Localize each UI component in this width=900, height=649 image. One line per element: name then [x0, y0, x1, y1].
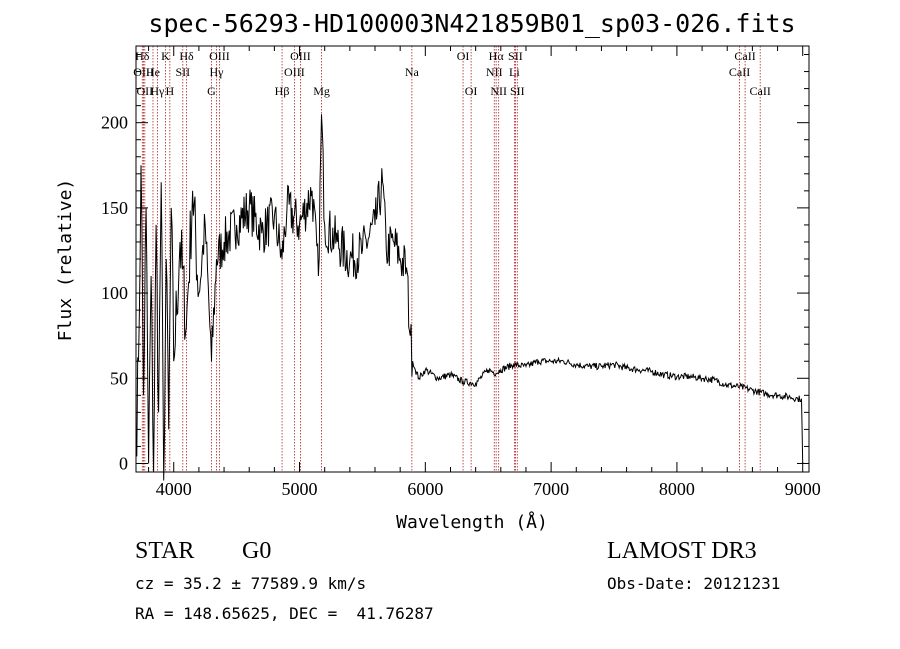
- marker-label-7: SII: [175, 65, 190, 79]
- x-tick-label-2: 6000: [407, 479, 443, 499]
- x-axis: 4000 5000 6000 7000 8000 9000: [148, 46, 821, 499]
- marker-label-1: OIII: [133, 65, 154, 79]
- y-tick-label-0: 0: [119, 453, 128, 473]
- marker-label-12: Hβ: [275, 84, 290, 98]
- x-axis-label: Wavelength (Å): [396, 511, 548, 533]
- marker-label-6: H: [166, 84, 175, 98]
- marker-label-11: OIII: [209, 49, 230, 63]
- x-tick-label-4: 8000: [659, 479, 695, 499]
- marker-label-25: CaII: [729, 65, 750, 79]
- spectrum-series: [135, 114, 804, 481]
- redshift-readout: cz = 35.2 ± 77589.9 km/s: [135, 574, 367, 593]
- y-tick-label-4: 200: [101, 113, 128, 133]
- marker-label-18: OI: [465, 84, 478, 98]
- marker-label-0: Hδ: [135, 49, 150, 63]
- marker-label-5: K: [161, 49, 170, 63]
- x-tick-label-3: 7000: [533, 479, 569, 499]
- marker-label-17: OI: [457, 49, 470, 63]
- object-subclass: G0: [242, 538, 272, 564]
- marker-label-10: Hγ: [210, 65, 225, 79]
- marker-label-22: Li: [509, 65, 520, 79]
- y-tick-label-3: 150: [101, 198, 128, 218]
- marker-label-19: NII: [486, 65, 503, 79]
- y-tick-label-2: 100: [101, 283, 128, 303]
- marker-label-13: OIII: [284, 65, 305, 79]
- marker-label-24: SII: [510, 84, 525, 98]
- marker-label-23: SII: [508, 49, 523, 63]
- marker-label-26: CaII: [734, 49, 755, 63]
- plot-frame: [135, 45, 810, 473]
- marker-label-27: CaII: [750, 84, 771, 98]
- y-axis-label: Flux (relative): [55, 179, 76, 342]
- marker-label-21: NII: [490, 84, 507, 98]
- marker-label-3: He: [146, 65, 160, 79]
- marker-label-14: OIII: [290, 49, 311, 63]
- marker-label-4: Hγ: [150, 84, 165, 98]
- spectrum-line: [135, 114, 804, 481]
- x-tick-label-5: 9000: [785, 479, 821, 499]
- marker-label-20: Hα: [489, 49, 505, 63]
- marker-label-2: OII: [136, 84, 153, 98]
- observation-date: Obs-Date: 20121231: [607, 574, 781, 593]
- marker-label-8: Hδ: [179, 49, 194, 63]
- spectral-line-markers: HδOIIIOIIHeHγKHSIIHδGHγOIIIHβOIIIOIIIMgN…: [133, 46, 771, 472]
- x-tick-label-0: 4000: [156, 479, 192, 499]
- marker-label-9: G: [207, 84, 216, 98]
- x-tick-label-1: 5000: [282, 479, 318, 499]
- marker-label-15: Mg: [313, 84, 330, 98]
- object-class: STAR: [135, 538, 195, 564]
- y-tick-label-1: 50: [110, 368, 128, 388]
- y-axis: 0 50 100 150 200: [101, 54, 809, 473]
- survey-name: LAMOST DR3: [607, 538, 757, 564]
- marker-label-16: Na: [405, 65, 420, 79]
- chart-title: spec-56293-HD100003N421859B01_sp03-026.f…: [148, 9, 795, 38]
- coordinates-readout: RA = 148.65625, DEC = 41.76287: [135, 604, 434, 623]
